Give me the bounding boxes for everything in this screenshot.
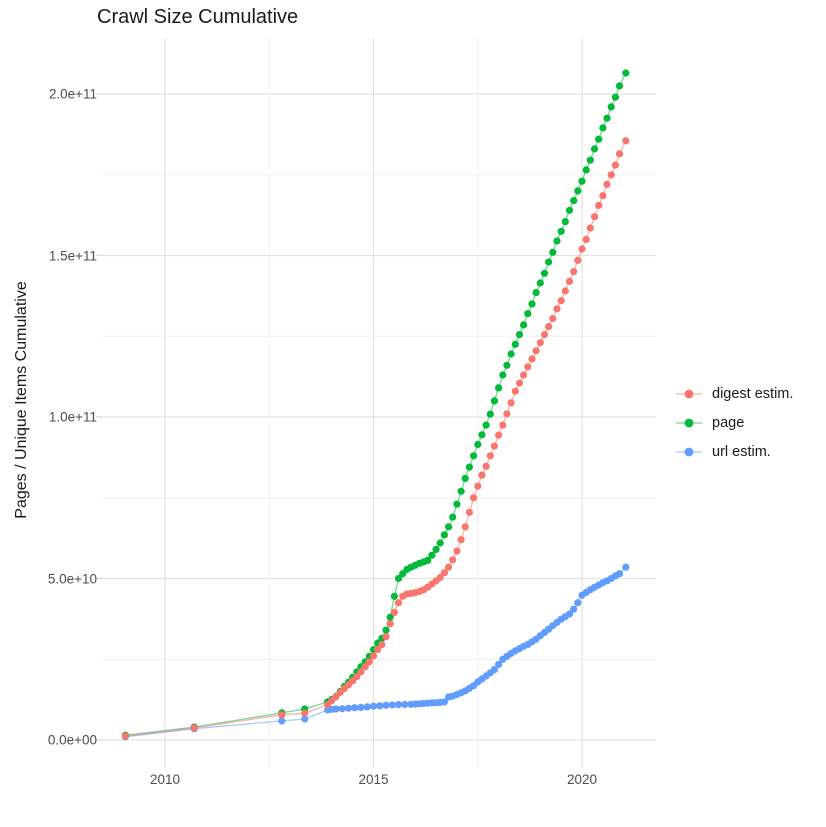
x-tick-label-2020: 2020: [566, 772, 598, 787]
legend-item-page: page: [676, 408, 793, 437]
chart-title: Crawl Size Cumulative: [97, 6, 299, 28]
series-points-url-estim-: [121, 563, 630, 741]
legend-label-digest-estim: digest estim.: [712, 385, 794, 402]
series-line-page: [125, 72, 627, 736]
legend: digest estim. page url estim.: [676, 379, 793, 466]
legend-key-url-icon: [676, 447, 702, 456]
y-axis-title: Pages / Unique Items Cumulative: [13, 281, 30, 519]
series-points-digest-estim-: [121, 137, 630, 740]
legend-key-digest-icon: [676, 389, 702, 398]
legend-item-digest-estim: digest estim.: [676, 379, 793, 408]
y-tick-label-1e11: 1.0e+11: [48, 409, 97, 425]
y-tick-label-5e10: 5.0e+10: [47, 571, 97, 586]
series-points-page: [121, 69, 630, 739]
legend-key-page-icon: [676, 418, 702, 427]
y-tick-label-15e11: 1.5e+11: [48, 248, 97, 263]
x-tick-label-2015: 2015: [358, 772, 389, 787]
legend-label-url-estim: url estim.: [712, 443, 771, 460]
y-tick-label-2e11: 2.0e+11: [48, 86, 97, 102]
x-tick-label-2010: 2010: [149, 772, 181, 787]
legend-item-url-estim: url estim.: [676, 437, 793, 466]
y-tick-label-0: 0.0e+00: [47, 732, 97, 748]
legend-label-page: page: [712, 414, 745, 431]
